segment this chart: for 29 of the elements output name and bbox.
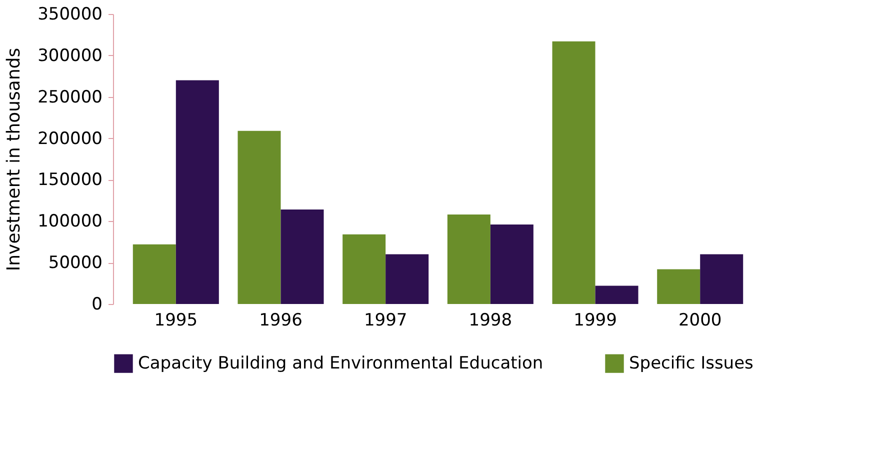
x-tick-label: 1998 (468, 310, 512, 330)
legend-label: Specific Issues (629, 354, 754, 374)
bar (595, 286, 638, 304)
legend-label: Capacity Building and Environmental Education (138, 354, 544, 374)
x-tick-label: 1995 (154, 310, 198, 330)
bar (238, 130, 281, 304)
bar (280, 210, 324, 304)
y-tick-label: 150000 (38, 170, 102, 190)
y-tick-label: 300000 (38, 46, 102, 66)
bar (342, 234, 386, 304)
y-tick-label: 100000 (38, 212, 102, 232)
y-axis-title: Investment in thousands (4, 48, 25, 272)
y-tick-label: 200000 (38, 128, 102, 149)
x-tick-label: 1999 (574, 310, 617, 330)
bar (552, 41, 596, 304)
bar (176, 80, 219, 304)
bar (386, 254, 429, 304)
y-tick-label: 250000 (38, 87, 102, 108)
bar (490, 224, 534, 304)
y-tick-label: 350000 (38, 4, 102, 24)
bar (132, 244, 176, 304)
y-tick-label: 0 (92, 294, 102, 314)
x-tick-label: 2000 (678, 310, 722, 330)
bar (447, 214, 490, 304)
x-tick-label: 1996 (259, 310, 302, 330)
y-tick-label: 50000 (48, 253, 102, 274)
bar (657, 269, 700, 304)
bar (700, 254, 744, 304)
x-tick-label: 1997 (364, 310, 408, 330)
